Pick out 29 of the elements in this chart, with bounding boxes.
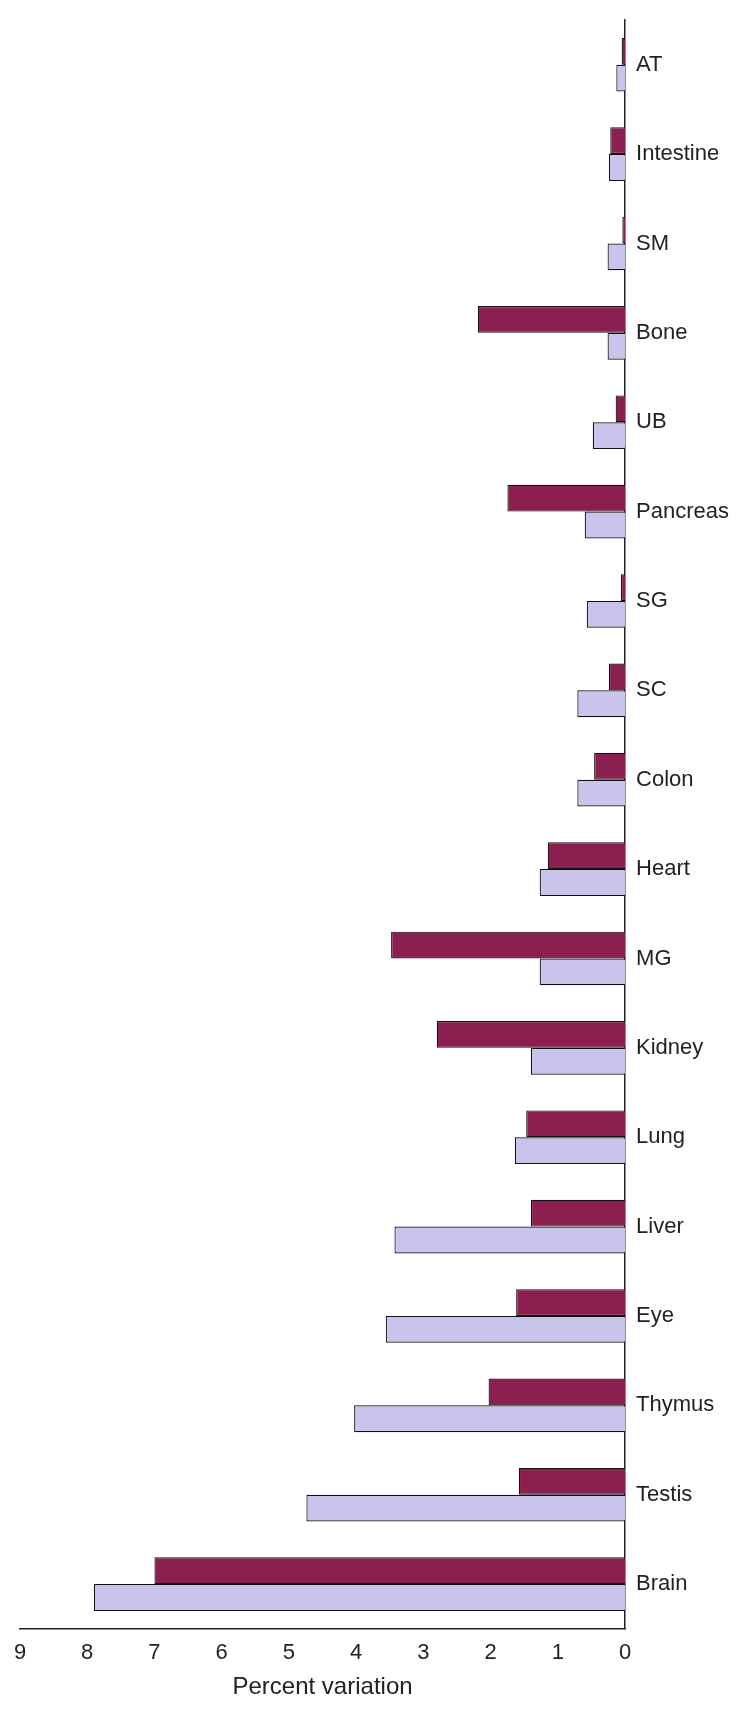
y-tick-label: Liver	[636, 1212, 684, 1238]
x-tick-label: 5	[282, 1639, 296, 1665]
y-tick-label: SG	[636, 587, 668, 613]
x-tick-label: 0	[618, 1639, 632, 1665]
x-tick-label: 9	[13, 1639, 27, 1665]
y-tick-label: Heart	[636, 855, 690, 881]
y-tick-label: SC	[636, 676, 667, 702]
x-tick-label: 7	[148, 1639, 161, 1665]
y-tick-label: Pancreas	[636, 497, 730, 523]
y-tick-label: Thymus	[636, 1391, 715, 1417]
y-tick-label: Bone	[636, 318, 688, 344]
y-tick-label: Eye	[636, 1302, 674, 1328]
y-tick-label: Intestine	[636, 140, 720, 166]
y-tick-label: UB	[636, 408, 667, 434]
y-tick-label: Brain	[636, 1570, 688, 1596]
x-tick-label: 6	[215, 1639, 228, 1665]
x-tick-label: 4	[350, 1639, 363, 1665]
x-tick-label: 1	[551, 1639, 564, 1665]
x-tick-label: 3	[417, 1639, 430, 1665]
x-axis-title: Percent variation	[232, 1672, 413, 1700]
y-tick-label: Lung	[636, 1123, 686, 1149]
y-tick-label: AT	[636, 50, 663, 76]
y-tick-label: SM	[636, 229, 670, 255]
y-tick-label: Colon	[636, 765, 694, 791]
y-tick-label: MG	[636, 944, 672, 970]
x-tick-label: 8	[81, 1639, 94, 1665]
x-tick-label: 2	[484, 1639, 497, 1665]
y-tick-label: Testis	[636, 1480, 693, 1506]
y-tick-label: Kidney	[636, 1033, 704, 1059]
